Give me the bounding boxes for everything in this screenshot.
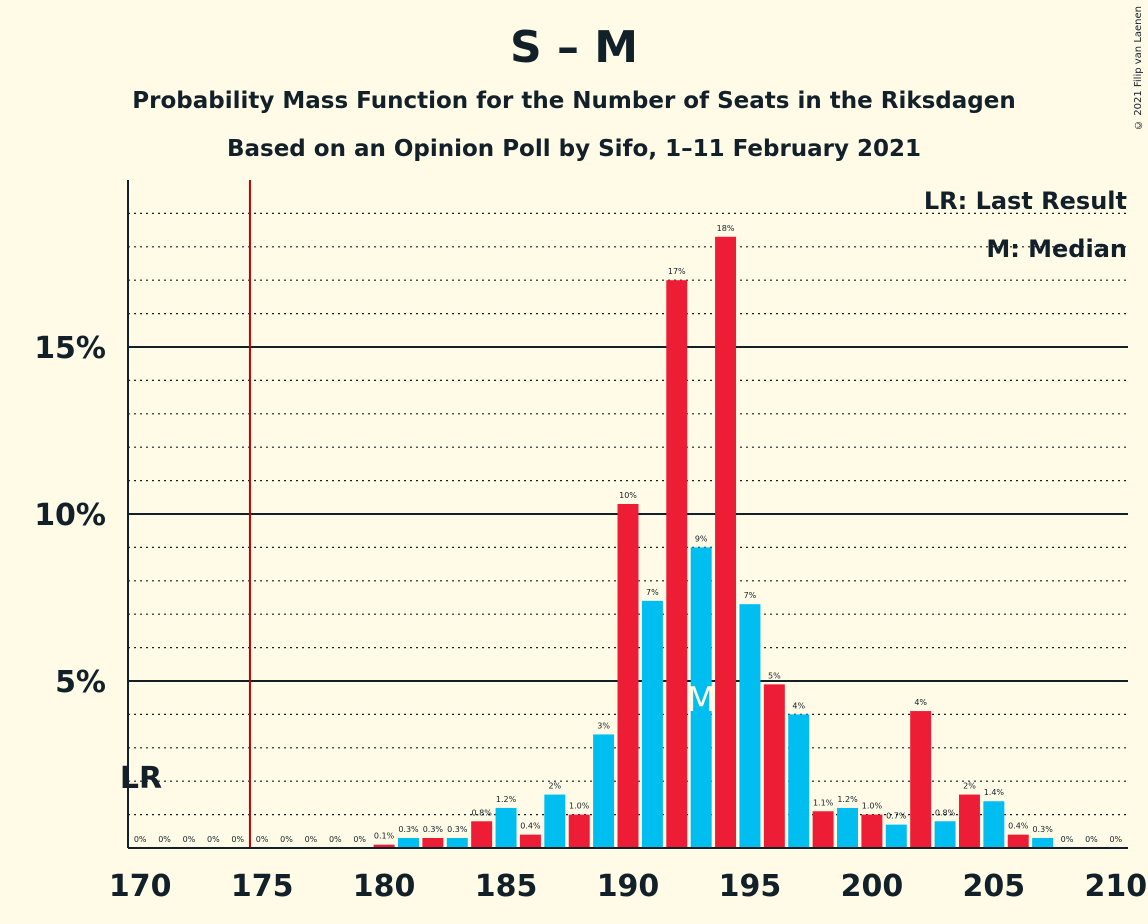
data-label-176: 0% bbox=[280, 835, 293, 844]
data-label-195: 7% bbox=[744, 591, 757, 600]
data-label-183: 0.3% bbox=[447, 825, 468, 834]
x-tick-label: 175 bbox=[231, 869, 294, 904]
bar-194 bbox=[715, 236, 737, 848]
data-label-174: 0% bbox=[231, 835, 244, 844]
bar-182 bbox=[422, 837, 444, 848]
data-label-196: 5% bbox=[768, 671, 781, 680]
data-label-197: 4% bbox=[792, 701, 805, 710]
bar-193 bbox=[690, 547, 712, 848]
bar-197 bbox=[788, 714, 810, 848]
data-label-188: 1.0% bbox=[569, 802, 590, 811]
data-label-189: 3% bbox=[597, 721, 610, 730]
bar-185 bbox=[495, 807, 517, 848]
data-label-184: 0.8% bbox=[471, 808, 492, 817]
data-label-204: 2% bbox=[963, 782, 976, 791]
data-label-201: 0.7% bbox=[886, 812, 907, 821]
data-label-172: 0% bbox=[183, 835, 196, 844]
legend-last-result: LR: Last Result bbox=[924, 187, 1127, 215]
bar-192 bbox=[666, 280, 688, 848]
data-label-206: 0.4% bbox=[1008, 822, 1029, 831]
data-label-170: 0% bbox=[134, 835, 147, 844]
data-label-207: 0.3% bbox=[1032, 825, 1053, 834]
y-tick-label: 15% bbox=[34, 331, 106, 366]
bar-186 bbox=[519, 834, 541, 848]
y-tick-label: 10% bbox=[34, 498, 106, 533]
bar-191 bbox=[641, 600, 663, 848]
data-label-202: 4% bbox=[914, 698, 927, 707]
legend-median: M: Median bbox=[986, 235, 1127, 263]
bar-180 bbox=[373, 844, 395, 848]
bar-204 bbox=[958, 794, 980, 848]
bar-199 bbox=[837, 807, 858, 848]
chart-subtitle: Probability Mass Function for the Number… bbox=[132, 88, 1016, 114]
x-tick-label: 170 bbox=[109, 869, 172, 904]
data-label-192: 17% bbox=[668, 267, 686, 276]
x-tick-label: 185 bbox=[475, 869, 538, 904]
bar-183 bbox=[446, 837, 468, 848]
data-label-175: 0% bbox=[256, 835, 269, 844]
data-label-177: 0% bbox=[305, 835, 318, 844]
bar-184 bbox=[471, 821, 493, 848]
data-label-193: 9% bbox=[695, 534, 708, 543]
x-tick-label: 210 bbox=[1084, 869, 1147, 904]
bar-206 bbox=[1007, 834, 1029, 848]
data-label-208: 0% bbox=[1061, 835, 1074, 844]
data-label-187: 2% bbox=[548, 782, 561, 791]
data-label-186: 0.4% bbox=[520, 822, 541, 831]
bar-188 bbox=[568, 814, 590, 848]
data-label-199: 1.2% bbox=[837, 795, 858, 804]
data-label-185: 1.2% bbox=[496, 795, 517, 804]
y-tick-label: 5% bbox=[55, 665, 106, 700]
data-label-190: 10% bbox=[619, 491, 637, 500]
bar-196 bbox=[763, 684, 785, 848]
x-tick-label: 200 bbox=[841, 869, 904, 904]
bar-189 bbox=[593, 734, 615, 848]
data-label-200: 1.0% bbox=[862, 802, 883, 811]
data-label-180: 0.1% bbox=[374, 832, 395, 841]
data-label-205: 1.4% bbox=[984, 788, 1005, 797]
bar-181 bbox=[398, 837, 419, 848]
chart-title: S – M bbox=[509, 22, 639, 73]
median-marker: M bbox=[686, 680, 715, 720]
bar-200 bbox=[861, 814, 883, 848]
data-label-179: 0% bbox=[353, 835, 366, 844]
chart-source: Based on an Opinion Poll by Sifo, 1–11 F… bbox=[226, 136, 922, 162]
data-label-178: 0% bbox=[329, 835, 342, 844]
data-label-173: 0% bbox=[207, 835, 220, 844]
bar-195 bbox=[739, 604, 761, 848]
x-tick-label: 190 bbox=[597, 869, 660, 904]
data-label-194: 18% bbox=[717, 224, 735, 233]
bar-198 bbox=[812, 811, 834, 848]
bar-202 bbox=[910, 711, 932, 848]
data-label-203: 0.8% bbox=[935, 808, 956, 817]
data-label-198: 1.1% bbox=[813, 798, 834, 807]
data-label-181: 0.3% bbox=[398, 825, 419, 834]
bar-201 bbox=[885, 824, 907, 848]
last-result-label: LR bbox=[120, 761, 162, 796]
data-label-171: 0% bbox=[158, 835, 171, 844]
x-tick-label: 205 bbox=[963, 869, 1026, 904]
data-label-210: 0% bbox=[1109, 835, 1122, 844]
bar-203 bbox=[934, 821, 956, 848]
bar-187 bbox=[544, 794, 566, 848]
data-label-182: 0.3% bbox=[423, 825, 444, 834]
data-label-191: 7% bbox=[646, 588, 659, 597]
x-tick-label: 195 bbox=[719, 869, 782, 904]
x-tick-label: 180 bbox=[353, 869, 416, 904]
bar-207 bbox=[1032, 837, 1054, 848]
bar-205 bbox=[983, 801, 1005, 848]
bar-190 bbox=[617, 503, 639, 848]
data-label-209: 0% bbox=[1085, 835, 1098, 844]
